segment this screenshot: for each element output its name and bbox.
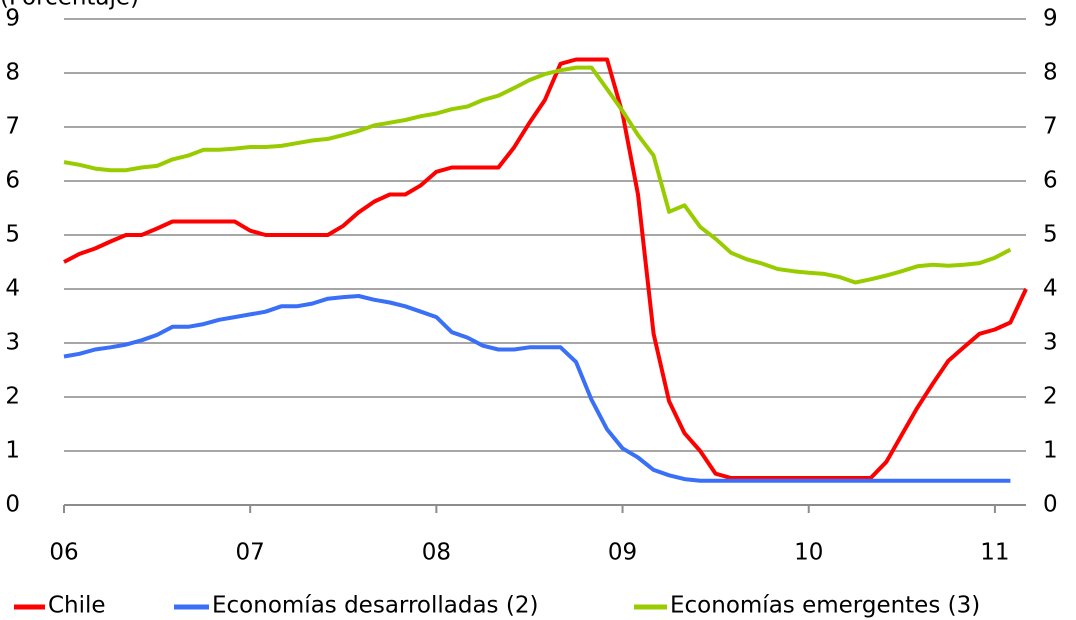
y-tick-label: 4 — [5, 276, 20, 302]
y-tick-label: 0 — [5, 492, 20, 518]
series-line — [63, 57, 1028, 480]
y-tick-label: 5 — [5, 222, 20, 248]
y2-tick-label: 2 — [1043, 384, 1058, 410]
y2-tick-label: 0 — [1043, 492, 1058, 518]
x-tick-label: 10 — [794, 540, 823, 566]
x-tick-label: 07 — [236, 540, 265, 566]
y-tick-label: 6 — [5, 168, 20, 194]
y2-tick-label: 3 — [1043, 330, 1058, 356]
x-tick-label: 11 — [980, 540, 1009, 566]
y2-tick-label: 4 — [1043, 276, 1058, 302]
legend-label: Chile — [48, 593, 106, 619]
x-tick-label: 09 — [608, 540, 637, 566]
y2-tick-label: 7 — [1043, 114, 1058, 140]
y-tick-label: 8 — [5, 60, 20, 86]
x-tick-label: 08 — [422, 540, 451, 566]
y-tick-label: 3 — [5, 330, 20, 356]
y2-tick-label: 9 — [1043, 6, 1058, 32]
legend-label: Economías desarrolladas (2) — [212, 593, 538, 619]
y2-tick-label: 5 — [1043, 222, 1058, 248]
series-line — [63, 65, 1012, 285]
chart-subtitle: (Porcentaje) — [0, 0, 139, 11]
x-tick-label: 06 — [49, 540, 78, 566]
y-tick-label: 7 — [5, 114, 20, 140]
y-tick-label: 9 — [5, 6, 20, 32]
legend-label: Economías emergentes (3) — [670, 593, 980, 619]
y-tick-label: 1 — [5, 438, 20, 464]
y2-tick-label: 6 — [1043, 168, 1058, 194]
y2-tick-label: 1 — [1043, 438, 1058, 464]
y-tick-label: 2 — [5, 384, 20, 410]
series-line — [63, 294, 1011, 483]
y2-tick-label: 8 — [1043, 60, 1058, 86]
